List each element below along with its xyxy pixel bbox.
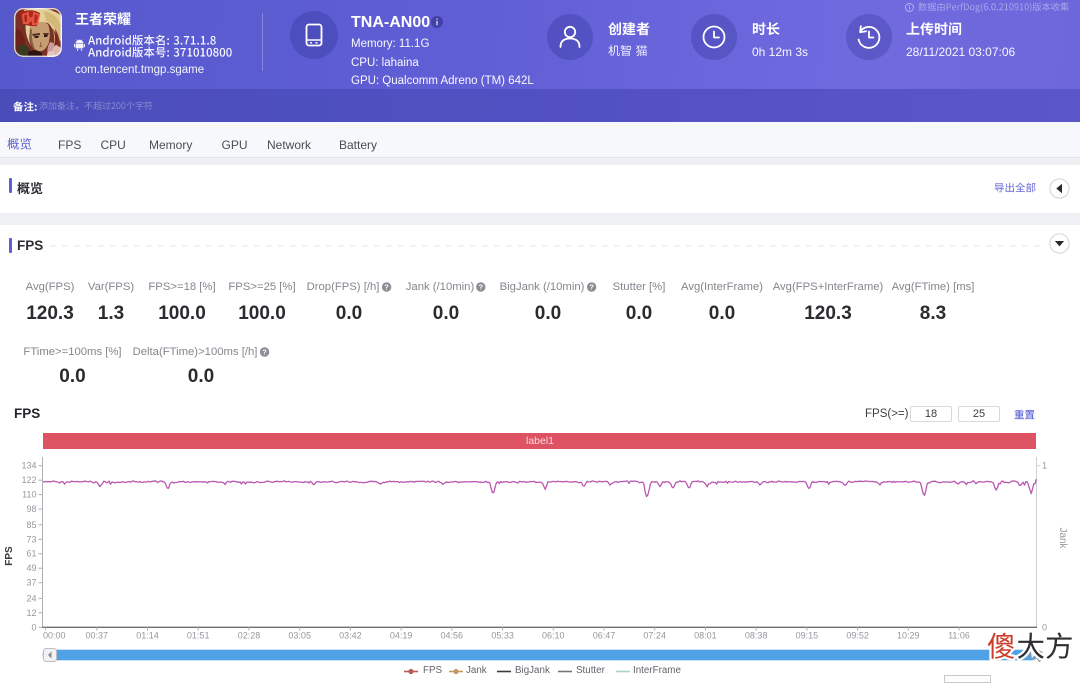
svg-text:08:01: 08:01 [694,631,717,641]
svg-text:07:24: 07:24 [643,631,666,641]
svg-text:61: 61 [26,549,36,559]
svg-text:03:05: 03:05 [288,631,311,641]
svg-text:24: 24 [26,593,36,603]
svg-text:09:52: 09:52 [846,631,869,641]
svg-text:03:42: 03:42 [339,631,362,641]
svg-text:0: 0 [31,622,36,632]
svg-text:Jank: Jank [1057,527,1068,549]
svg-text:09:15: 09:15 [796,631,819,641]
svg-text:?: ? [479,282,484,291]
svg-text:?: ? [384,282,389,291]
svg-text:01:14: 01:14 [136,631,159,641]
svg-text:FPS: FPS [4,546,15,566]
svg-text:134: 134 [21,461,36,471]
svg-text:1: 1 [1042,461,1047,471]
svg-text:06:47: 06:47 [593,631,616,641]
svg-text:?: ? [589,282,594,291]
svg-text:08:38: 08:38 [745,631,768,641]
svg-text:49: 49 [26,563,36,573]
svg-text:05:33: 05:33 [491,631,514,641]
svg-text:04:56: 04:56 [441,631,464,641]
svg-text:122: 122 [21,475,36,485]
svg-text:110: 110 [22,490,36,500]
svg-text:0: 0 [1042,622,1047,632]
svg-text:01:51: 01:51 [187,631,210,641]
svg-text:10:29: 10:29 [897,631,920,641]
svg-text:85: 85 [26,520,36,530]
svg-text:37: 37 [26,578,36,588]
svg-text:00:37: 00:37 [86,631,109,641]
svg-text:98: 98 [26,504,36,514]
svg-text:?: ? [262,347,267,356]
svg-text:00:00: 00:00 [43,631,66,641]
svg-text:04:19: 04:19 [390,631,413,641]
svg-text:02:28: 02:28 [238,631,261,641]
svg-text:73: 73 [26,534,36,544]
svg-text:12: 12 [26,608,36,618]
svg-text:11:06: 11:06 [948,631,970,641]
svg-text:06:10: 06:10 [542,631,565,641]
